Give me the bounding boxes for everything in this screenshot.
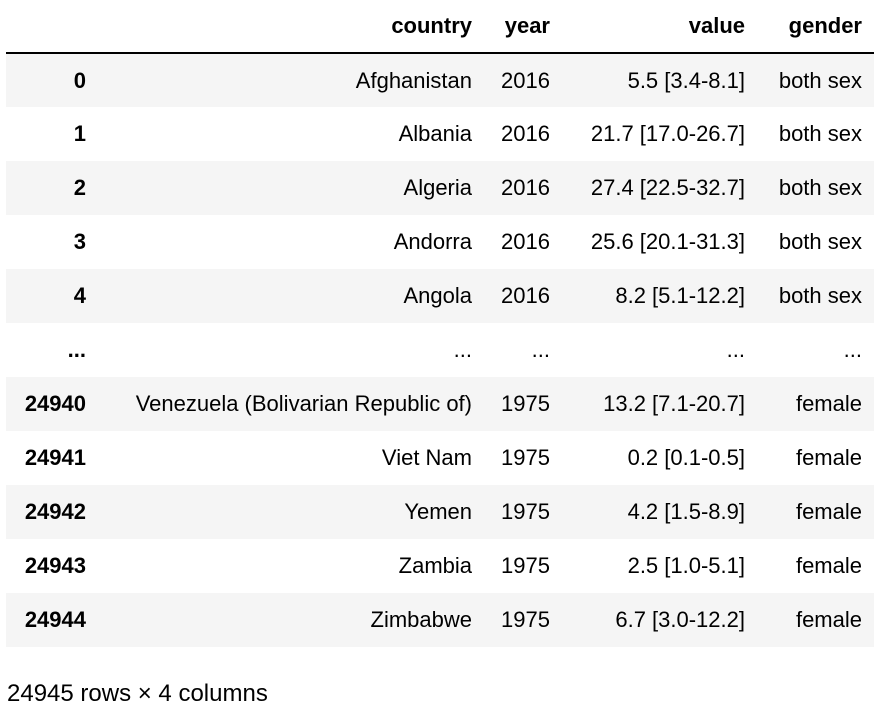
column-header-gender: gender	[757, 0, 874, 54]
cell-gender: female	[795, 445, 862, 470]
row-index: 4	[73, 283, 86, 308]
cell-year: 1975	[501, 553, 550, 578]
cell-gender: female	[795, 553, 862, 578]
cell-country: Venezuela (Bolivarian Republic of)	[135, 391, 472, 416]
cell-year: 2016	[501, 283, 550, 308]
row-index: 24944	[24, 607, 86, 632]
dataframe-shape-caption: 24945 rows × 4 columns	[7, 680, 268, 707]
cell-year: ...	[531, 337, 550, 362]
cell-country: Andorra	[393, 229, 472, 254]
cell-gender: female	[795, 499, 862, 524]
row-index: 24941	[24, 445, 86, 470]
column-header-country: country	[98, 0, 484, 54]
row-index: 0	[73, 67, 86, 93]
cell-country: Afghanistan	[355, 67, 472, 93]
cell-gender: both sex	[778, 175, 862, 200]
table-row: 24943 Zambia 1975 2.5 [1.0-5.1] female	[6, 539, 874, 593]
row-index: 24942	[24, 499, 86, 524]
cell-gender: both sex	[778, 229, 862, 254]
row-index: 24940	[24, 391, 86, 416]
cell-value: 6.7 [3.0-12.2]	[615, 607, 745, 632]
table-row: 2 Algeria 2016 27.4 [22.5-32.7] both sex	[6, 161, 874, 215]
cell-year: 2016	[501, 121, 550, 146]
cell-value: 0.2 [0.1-0.5]	[627, 445, 745, 470]
cell-value: 4.2 [1.5-8.9]	[627, 499, 745, 524]
cell-value: 27.4 [22.5-32.7]	[590, 175, 745, 200]
table-row: 24944 Zimbabwe 1975 6.7 [3.0-12.2] femal…	[6, 593, 874, 647]
row-index: 2	[73, 175, 86, 200]
cell-country: Algeria	[403, 175, 472, 200]
cell-gender: both sex	[778, 121, 862, 146]
cell-year: 1975	[501, 499, 550, 524]
cell-value: 25.6 [20.1-31.3]	[590, 229, 745, 254]
index-header	[6, 0, 98, 54]
cell-value: 5.5 [3.4-8.1]	[627, 67, 745, 93]
column-header-value: value	[562, 0, 757, 54]
table-row: 4 Angola 2016 8.2 [5.1-12.2] both sex	[6, 269, 874, 323]
cell-year: 2016	[501, 229, 550, 254]
cell-country: ...	[453, 337, 472, 362]
cell-value: 2.5 [1.0-5.1]	[627, 553, 745, 578]
cell-year: 1975	[501, 391, 550, 416]
cell-gender: female	[795, 607, 862, 632]
cell-gender: ...	[843, 337, 862, 362]
table-row: 24940 Venezuela (Bolivarian Republic of)…	[6, 377, 874, 431]
cell-value: ...	[726, 337, 745, 362]
cell-year: 1975	[501, 445, 550, 470]
cell-value: 8.2 [5.1-12.2]	[615, 283, 745, 308]
row-index: 1	[73, 121, 86, 146]
table-row: 0 Afghanistan 2016 5.5 [3.4-8.1] both se…	[6, 53, 874, 107]
cell-gender: female	[795, 391, 862, 416]
cell-value: 13.2 [7.1-20.7]	[603, 391, 745, 416]
row-index: ...	[67, 337, 86, 362]
cell-country: Angola	[403, 283, 472, 308]
cell-year: 2016	[501, 67, 550, 93]
table-row: 24941 Viet Nam 1975 0.2 [0.1-0.5] female	[6, 431, 874, 485]
table-row: 3 Andorra 2016 25.6 [20.1-31.3] both sex	[6, 215, 874, 269]
dataframe-output: country year value gender 0 Afghanistan …	[6, 0, 874, 647]
table-body: 0 Afghanistan 2016 5.5 [3.4-8.1] both se…	[6, 53, 874, 647]
cell-gender: both sex	[778, 67, 862, 93]
cell-country: Zambia	[398, 553, 472, 578]
dataframe-table: country year value gender 0 Afghanistan …	[6, 0, 874, 647]
cell-country: Albania	[398, 121, 472, 146]
cell-country: Yemen	[404, 499, 472, 524]
cell-gender: both sex	[778, 283, 862, 308]
cell-country: Viet Nam	[381, 445, 472, 470]
cell-year: 2016	[501, 175, 550, 200]
table-header: country year value gender	[6, 0, 874, 54]
table-row: 24942 Yemen 1975 4.2 [1.5-8.9] female	[6, 485, 874, 539]
row-index: 3	[73, 229, 86, 254]
row-index: 24943	[24, 553, 86, 578]
column-header-year: year	[484, 0, 562, 54]
ellipsis-row: ... ... ... ... ...	[6, 323, 874, 377]
table-row: 1 Albania 2016 21.7 [17.0-26.7] both sex	[6, 107, 874, 161]
header-row: country year value gender	[6, 0, 874, 54]
cell-value: 21.7 [17.0-26.7]	[590, 121, 745, 146]
cell-year: 1975	[501, 607, 550, 632]
cell-country: Zimbabwe	[370, 607, 472, 632]
